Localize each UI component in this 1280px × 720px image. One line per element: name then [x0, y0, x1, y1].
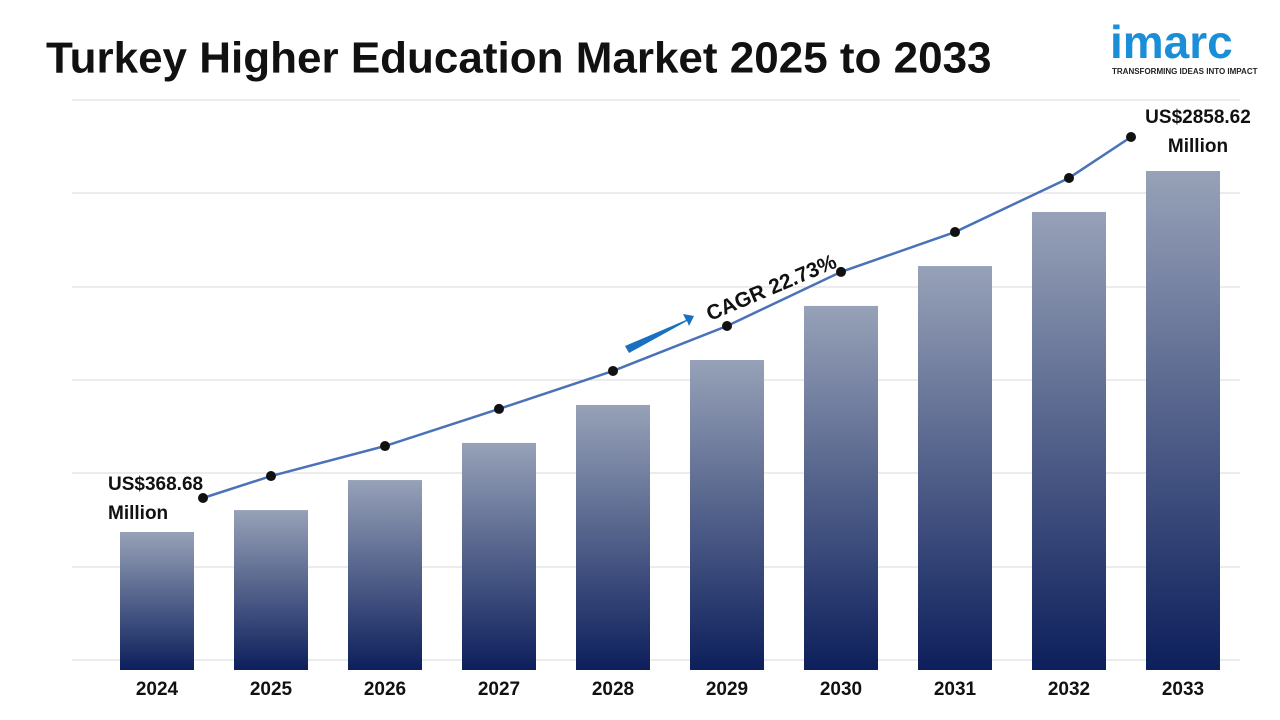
trend-point: [198, 493, 208, 503]
x-tick-label: 2026: [364, 679, 406, 700]
trend-point: [722, 321, 732, 332]
x-tick-label: 2031: [934, 679, 977, 700]
trend-point: [950, 227, 960, 238]
trend-point: [836, 266, 846, 277]
trend-point: [494, 403, 504, 414]
trend-point: [266, 471, 276, 482]
logo: imarc: [1110, 16, 1233, 68]
x-tick-label: 2024: [136, 679, 179, 700]
bar: [120, 532, 194, 670]
bar: [576, 404, 650, 670]
x-tick-label: 2027: [478, 679, 520, 700]
bar: [804, 305, 878, 670]
bar: [462, 442, 536, 670]
bar: [234, 510, 308, 670]
trend-point: [1064, 172, 1074, 183]
x-tick-label: 2032: [1048, 679, 1090, 700]
bar: [1146, 171, 1220, 670]
bar: [918, 266, 992, 670]
x-tick-label: 2033: [1162, 679, 1204, 700]
trend-point: [1126, 132, 1136, 142]
trend-point: [380, 441, 390, 452]
x-tick-label: 2030: [820, 679, 862, 700]
value-label: US$2858.62 Million: [1145, 107, 1251, 157]
chart-title: Turkey Higher Education Market 2025 to 2…: [46, 34, 992, 83]
trend-point: [608, 365, 618, 376]
trend-line: [202, 135, 1132, 500]
bar: [1032, 211, 1106, 670]
bar: [690, 360, 764, 670]
value-label: US$368.68 Million: [108, 474, 204, 524]
logo-tagline: TRANSFORMING IDEAS INTO IMPACT: [1112, 67, 1258, 76]
x-tick-label: 2025: [250, 679, 293, 700]
x-tick-label: 2029: [706, 679, 748, 700]
bar: [348, 480, 422, 670]
x-tick-label: 2028: [592, 679, 634, 700]
cagr-arrow: [625, 314, 694, 353]
